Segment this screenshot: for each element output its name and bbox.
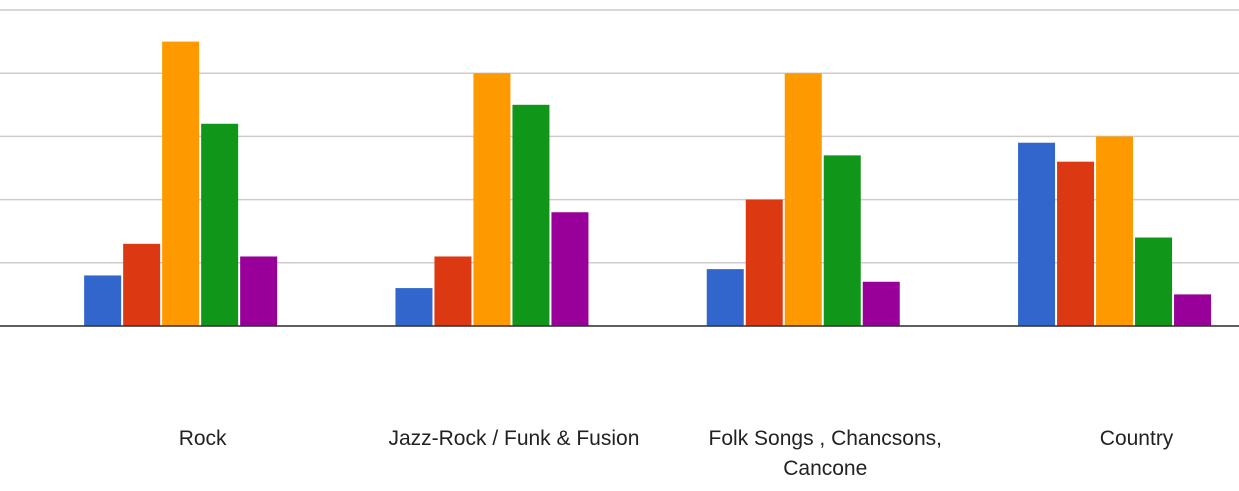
- x-tick-label: Rock: [178, 427, 227, 450]
- bar: [551, 212, 589, 326]
- bar: [162, 41, 200, 326]
- bar: [395, 288, 433, 326]
- bar: [84, 275, 122, 326]
- bar: [1018, 142, 1056, 326]
- bar: [240, 256, 278, 326]
- bar: [862, 281, 900, 326]
- bar: [123, 243, 161, 326]
- x-tick-label: Folk Songs , Chancsons, Cancone: [708, 427, 942, 480]
- bar: [512, 104, 550, 326]
- x-tick-label: Jazz-Rock / Funk & Fusion: [388, 427, 640, 450]
- bar: [1057, 161, 1095, 326]
- bar: [434, 256, 472, 326]
- bar: [706, 269, 744, 326]
- bar: [745, 199, 783, 326]
- bar: [823, 155, 861, 326]
- bar: [1174, 294, 1212, 326]
- x-tick-label: Country: [1099, 427, 1174, 450]
- bar: [473, 73, 511, 326]
- bar: [201, 123, 239, 326]
- bar: [1135, 237, 1173, 326]
- bar: [784, 73, 822, 326]
- bar: [1096, 136, 1134, 326]
